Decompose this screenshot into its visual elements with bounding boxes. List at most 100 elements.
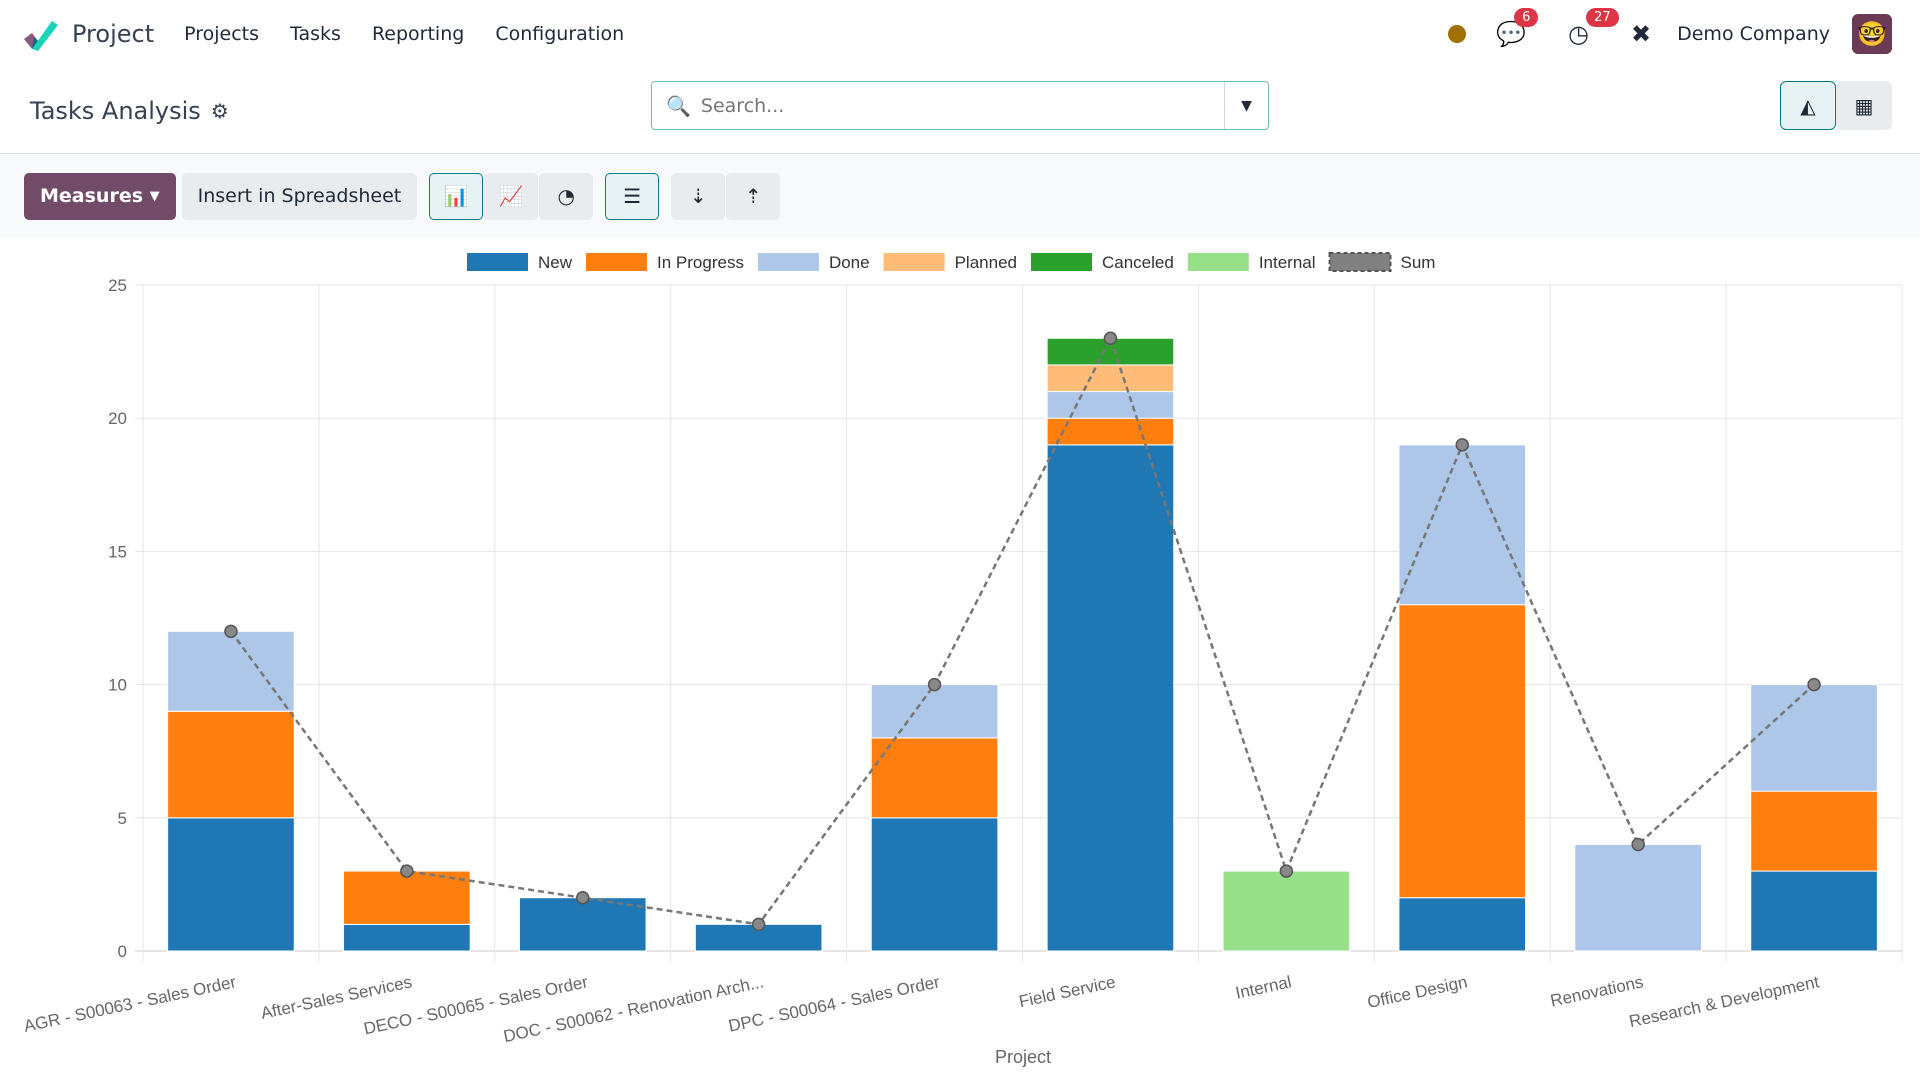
line-chart-icon: 📈 — [498, 184, 524, 208]
sum-point — [1103, 331, 1118, 346]
sum-point — [400, 864, 414, 878]
top-navbar: Project Projects Tasks Reporting Configu… — [0, 0, 1920, 68]
bar-segment — [870, 684, 999, 739]
search-input[interactable] — [700, 94, 1224, 117]
bar-segment — [1750, 790, 1878, 872]
search-options-toggle[interactable]: ▼ — [1224, 82, 1268, 129]
x-tick-label: Research & Development — [1627, 972, 1821, 1031]
company-switcher[interactable]: Demo Company — [1677, 23, 1830, 45]
sum-point — [1631, 837, 1645, 852]
caret-down-icon: ▼ — [1241, 97, 1252, 114]
bar-segment — [343, 923, 471, 952]
y-tick-label: 20 — [108, 409, 127, 428]
sum-line — [229, 335, 1815, 926]
database-icon: ☰ — [623, 184, 642, 208]
x-axis-title: Project — [995, 1047, 1051, 1067]
legend-swatch — [883, 253, 945, 271]
y-tick-label: 5 — [118, 809, 127, 828]
area-chart-icon: ◭ — [1800, 93, 1816, 118]
sum-point — [1279, 864, 1294, 878]
legend-label: Done — [829, 253, 870, 272]
legend-label: Sum — [1401, 253, 1436, 272]
legend-swatch — [757, 253, 819, 271]
bar-segment — [1398, 444, 1527, 606]
menu-configuration[interactable]: Configuration — [495, 23, 625, 45]
line-chart-button[interactable]: 📈 — [484, 172, 539, 220]
sum-point — [1455, 438, 1469, 452]
messages-button[interactable]: 💬 6 — [1496, 8, 1539, 48]
x-tick-label: Office Design — [1366, 972, 1469, 1012]
messages-badge: 6 — [1514, 8, 1539, 27]
table-icon: ▦ — [1854, 93, 1874, 118]
gear-icon[interactable]: ⚙ — [210, 98, 229, 123]
bar-segment — [1398, 604, 1527, 899]
menu-tasks[interactable]: Tasks — [290, 23, 341, 45]
legend-label: New — [538, 253, 573, 272]
stacked-bar-chart: New In Progress Done Planned Canceled Interna… — [22, 252, 1903, 1067]
legend-label: In Progress — [657, 253, 744, 272]
bar-segment — [1398, 897, 1527, 952]
y-tick-label: 0 — [118, 942, 127, 961]
sum-point — [927, 677, 942, 692]
app-name[interactable]: Project — [72, 20, 155, 48]
sum-point — [576, 890, 590, 905]
sum-point — [224, 624, 238, 639]
search-icon: 🔍 — [666, 93, 691, 118]
bar-segment — [1750, 684, 1878, 792]
sort-ascending-button[interactable]: ⇡ — [726, 172, 781, 220]
sum-point — [751, 917, 766, 932]
legend-swatch — [1187, 253, 1249, 271]
menu-reporting[interactable]: Reporting — [371, 23, 465, 45]
bar-segment — [167, 817, 295, 952]
legend-swatch — [1328, 252, 1392, 272]
sum-point — [1807, 677, 1821, 692]
bar-segment — [870, 737, 999, 819]
avatar[interactable]: 🤓 — [1852, 14, 1892, 54]
insert-spreadsheet-button[interactable]: Insert in Spreadsheet — [181, 172, 418, 220]
bar-segment — [343, 870, 471, 925]
x-tick-label: Field Service — [1017, 972, 1117, 1011]
activities-badge: 27 — [1586, 8, 1619, 27]
x-tick-label: AGR - S00063 - Sales Order — [22, 972, 238, 1036]
measures-label: Measures — [40, 185, 144, 207]
bar-segment — [1046, 391, 1175, 419]
legend-label: Internal — [1259, 253, 1316, 272]
status-dot-icon[interactable] — [1448, 25, 1467, 43]
bar-segment — [870, 817, 999, 952]
measures-button[interactable]: Measures ▼ — [24, 172, 176, 220]
bar-segment — [1750, 870, 1878, 952]
legend-swatch — [1030, 253, 1092, 271]
legend-swatch — [467, 253, 528, 271]
x-tick-label: Internal — [1234, 972, 1293, 1002]
legend-swatch — [586, 253, 648, 271]
sort-ascending-icon: ⇡ — [744, 184, 762, 208]
activities-button[interactable]: ◷ 27 — [1568, 8, 1619, 48]
legend-label: Canceled — [1102, 253, 1174, 272]
bar-segment — [167, 630, 295, 712]
bar-chart-icon: 📊 — [443, 184, 469, 208]
pie-chart-button[interactable]: ◔ — [539, 172, 594, 220]
bar-segment — [1222, 870, 1351, 952]
bar-segment — [518, 897, 647, 952]
caret-down-icon: ▼ — [149, 188, 160, 204]
pivot-view-button[interactable]: ▦ — [1836, 81, 1892, 130]
y-tick-label: 10 — [108, 676, 127, 695]
page-title: Tasks Analysis — [30, 96, 201, 125]
bar-segment — [1046, 417, 1175, 446]
control-panel: Tasks Analysis ⚙ 🔍 ▼ ◭ ▦ — [0, 68, 1920, 154]
bar-segment — [167, 710, 295, 819]
tools-icon[interactable]: ✖ — [1631, 20, 1652, 48]
y-tick-label: 15 — [108, 542, 127, 561]
bar-segment — [1574, 843, 1702, 952]
graph-toolbar: Measures ▼ Insert in Spreadsheet 📊 📈 ◔ ☰… — [0, 154, 1920, 238]
sort-descending-button[interactable]: ⇣ — [671, 172, 726, 220]
y-tick-label: 25 — [108, 276, 127, 295]
graph-view-button[interactable]: ◭ — [1780, 81, 1836, 130]
project-logo-icon[interactable] — [22, 17, 58, 51]
bar-chart-button[interactable]: 📊 — [429, 172, 484, 220]
legend-label: Planned — [955, 253, 1017, 272]
search-bar: 🔍 ▼ — [651, 81, 1269, 130]
stacked-button[interactable]: ☰ — [605, 172, 660, 220]
menu-projects[interactable]: Projects — [184, 23, 260, 45]
bar-segment — [1046, 444, 1175, 952]
